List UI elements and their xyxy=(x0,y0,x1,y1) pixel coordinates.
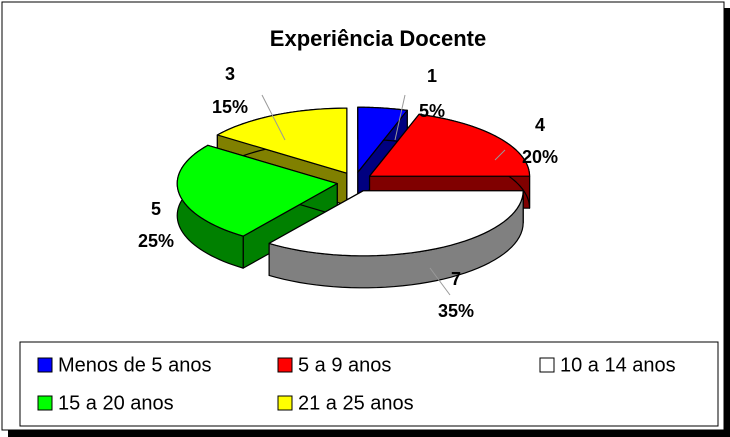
chart-title: Experiência Docente xyxy=(270,26,486,51)
data-label-percent: 20% xyxy=(522,147,558,167)
data-label-value: 4 xyxy=(535,115,545,135)
data-label-percent: 15% xyxy=(212,97,248,117)
data-label-value: 5 xyxy=(151,199,161,219)
legend-swatch xyxy=(539,357,555,373)
slice-top xyxy=(268,190,524,257)
legend-swatch xyxy=(277,357,293,373)
slice-top xyxy=(216,107,348,174)
data-label-percent: 35% xyxy=(438,301,474,321)
slice-top xyxy=(176,144,338,237)
legend-label: 15 a 20 anos xyxy=(58,392,174,414)
slice-top xyxy=(357,106,408,173)
legend-label: 10 a 14 anos xyxy=(560,354,676,376)
legend-label: 21 a 25 anos xyxy=(298,392,414,414)
data-label-value: 3 xyxy=(225,64,235,84)
legend-label: Menos de 5 anos xyxy=(58,354,211,376)
leader-line xyxy=(261,94,286,141)
data-label-percent: 25% xyxy=(138,231,174,251)
legend-swatch xyxy=(37,395,53,411)
slice-top xyxy=(368,113,531,177)
legend xyxy=(19,341,719,427)
data-label-value: 7 xyxy=(451,269,461,289)
legend-swatch xyxy=(37,357,53,373)
legend-label: 5 a 9 anos xyxy=(298,354,391,376)
leader-line xyxy=(394,94,406,141)
legend-swatch xyxy=(277,395,293,411)
leader-line xyxy=(494,149,506,161)
data-label-percent: 5% xyxy=(419,101,445,121)
pie-slice xyxy=(268,190,524,289)
pie-slice xyxy=(176,144,338,269)
leader-line xyxy=(429,267,451,296)
data-label-value: 1 xyxy=(427,66,437,86)
